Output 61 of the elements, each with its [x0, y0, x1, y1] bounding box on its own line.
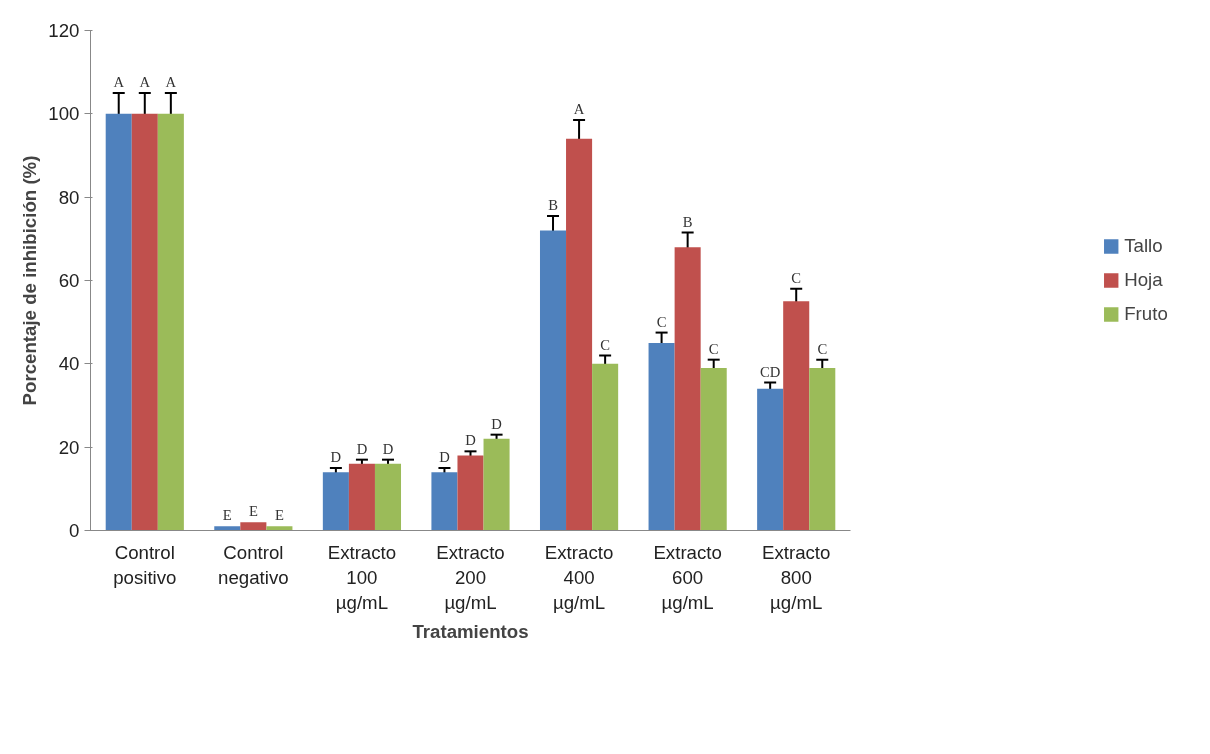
data-label: C [656, 313, 667, 330]
data-label: A [113, 74, 125, 90]
x-tick-label: Extracto 400 µg/mL [544, 541, 614, 613]
data-label: C [817, 340, 828, 357]
legend-label: Hoja [1124, 269, 1163, 291]
bar [566, 138, 593, 531]
data-label: D [382, 440, 394, 457]
y-tick-label: 40 [58, 353, 80, 375]
data-label: A [165, 74, 177, 90]
data-label: B [682, 213, 693, 230]
y-tick-label: 20 [58, 436, 80, 458]
bar [539, 230, 567, 531]
y-tick-label: 100 [48, 103, 80, 125]
bar [483, 438, 510, 531]
data-label: A [139, 74, 151, 90]
data-label: E [222, 507, 232, 524]
bar [131, 113, 158, 531]
legend-label: Tallo [1124, 235, 1163, 257]
bar [700, 368, 727, 531]
bar [592, 363, 619, 531]
data-label: E [248, 503, 258, 520]
y-tick-label: 80 [58, 186, 80, 208]
y-tick-label: 0 [69, 520, 80, 541]
data-label: C [708, 340, 719, 357]
data-label: C [600, 336, 611, 353]
x-tick-label: Extracto 100 µg/mL [327, 541, 397, 613]
bar [322, 472, 349, 531]
y-tick-label: 60 [58, 270, 80, 291]
data-label: D [491, 415, 502, 432]
x-tick-label: Control positivo [113, 541, 177, 588]
x-tick-label: Extracto 800 µg/mL [762, 541, 831, 613]
data-label: CD [759, 363, 781, 380]
x-tick-label: Control negativo [218, 541, 289, 588]
bar [809, 368, 836, 531]
bar [105, 113, 132, 531]
bar [240, 522, 267, 531]
bar [374, 463, 402, 531]
bar [674, 247, 701, 531]
bar [457, 455, 484, 531]
data-label: D [465, 432, 476, 449]
y-axis-title: Porcentaje de inhibición (%) [19, 155, 41, 406]
data-label: D [330, 449, 342, 465]
data-label: D [439, 449, 450, 465]
bar [157, 113, 184, 531]
x-tick-label: Extracto 600 µg/mL [653, 541, 722, 613]
bar [214, 526, 241, 531]
x-tick-label: Extracto 200 µg/mL [436, 541, 505, 613]
data-label: A [573, 101, 585, 118]
x-axis-title: Tratamientos [412, 620, 529, 642]
data-label: E [274, 507, 284, 524]
y-tick-label: 120 [48, 20, 80, 41]
bar [266, 526, 293, 531]
bar [757, 388, 784, 531]
bar [431, 472, 458, 531]
legend-label: Fruto [1124, 303, 1168, 325]
bar [648, 343, 675, 531]
data-label: D [356, 440, 368, 457]
data-label: B [548, 196, 559, 213]
bar [783, 301, 810, 531]
data-label: C [791, 269, 802, 286]
bar [348, 463, 375, 531]
